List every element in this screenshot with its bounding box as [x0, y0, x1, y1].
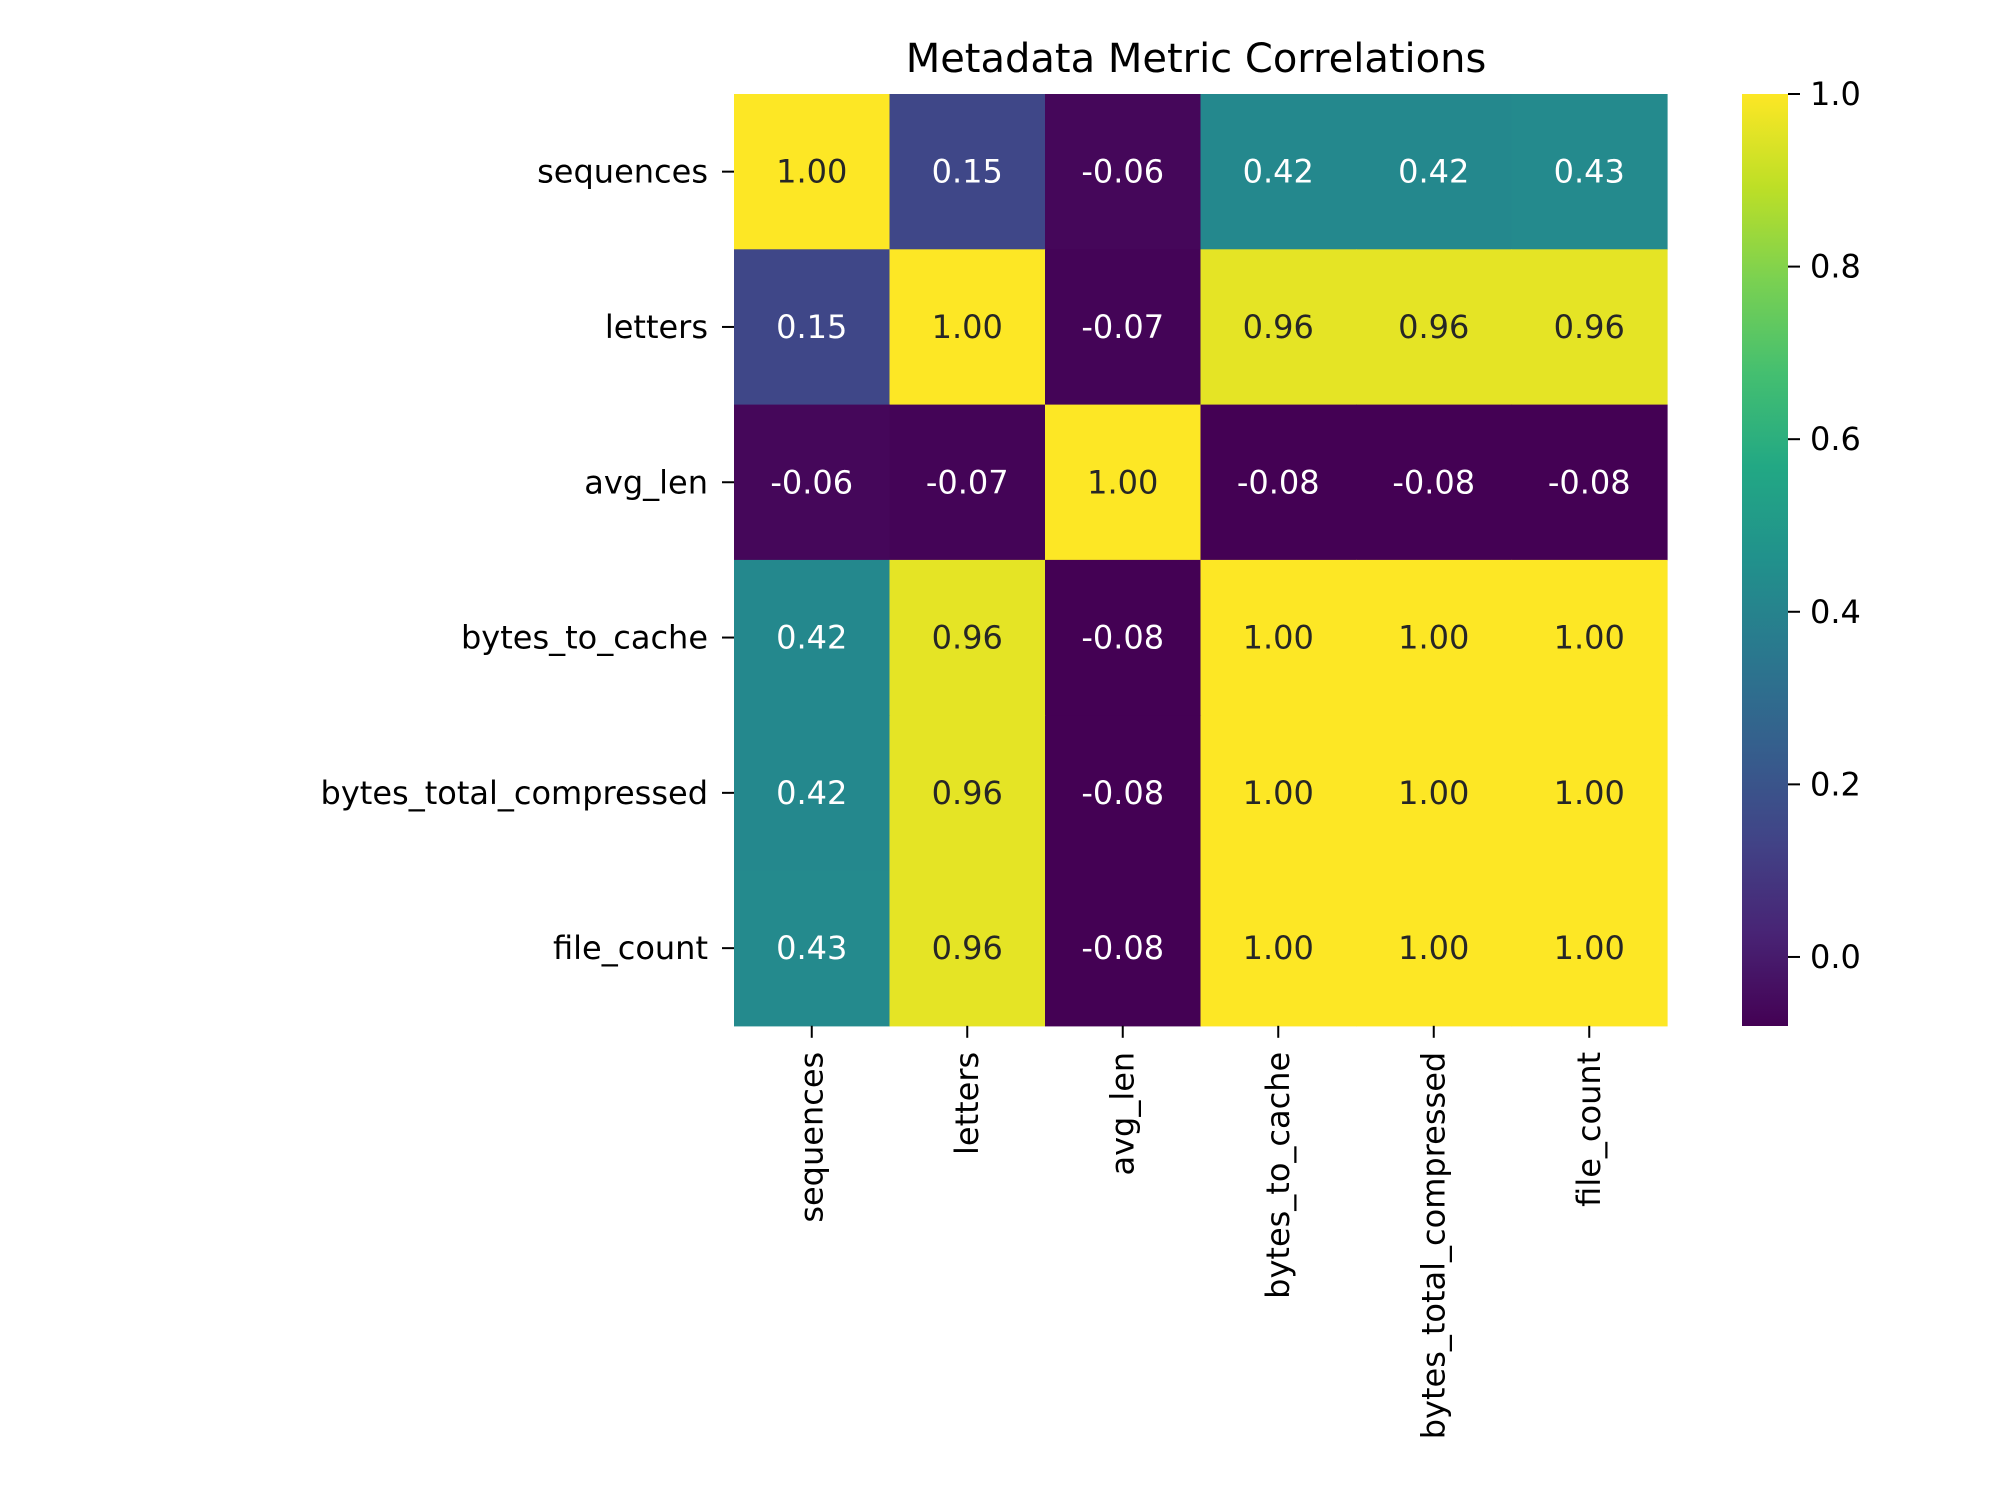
heatmap-cell-bytes_total_compressed-letters — [889, 715, 1046, 872]
heatmap-cell-bytes_to_cache-bytes_total_compressed — [1356, 559, 1513, 716]
cell-value-label: -0.08 — [1081, 619, 1164, 657]
cell-value-label: -0.08 — [1392, 463, 1475, 501]
cell-value-label: -0.07 — [1081, 308, 1164, 346]
colorbar-gradient — [1742, 94, 1788, 1026]
colorbar-tick-label: 1.0 — [1810, 75, 1861, 113]
heatmap-cell-file_count-sequences — [734, 870, 891, 1027]
cell-value-label: 1.00 — [1243, 774, 1314, 812]
colorbar-tick-label: 0.4 — [1810, 593, 1861, 631]
cell-value-label: 0.43 — [1554, 153, 1625, 191]
cell-value-label: 0.96 — [932, 929, 1003, 967]
heatmap-cell-letters-sequences — [734, 249, 891, 406]
heatmap-cell-avg_len-sequences — [734, 404, 891, 561]
row-tick-label: avg_len — [584, 463, 708, 501]
heatmap-cell-avg_len-bytes_total_compressed — [1356, 404, 1513, 561]
cell-value-label: 0.96 — [1554, 308, 1625, 346]
colorbar-tick-label: 0.6 — [1810, 420, 1861, 458]
cell-value-label: 1.00 — [1087, 463, 1158, 501]
colorbar-tick-label: 0.0 — [1810, 938, 1861, 976]
cell-value-label: 1.00 — [1243, 619, 1314, 657]
cell-value-label: 1.00 — [1243, 929, 1314, 967]
heatmap-cell-avg_len-avg_len — [1045, 404, 1202, 561]
colorbar: 0.0 0.2 0.4 0.6 0.8 1.0 — [1742, 75, 1861, 1026]
cell-value-label: -0.08 — [1081, 774, 1164, 812]
cell-value-label: 0.42 — [1398, 153, 1469, 191]
cell-value-label: 0.42 — [1243, 153, 1314, 191]
heatmap-cell-bytes_total_compressed-avg_len — [1045, 715, 1202, 872]
chart-title: Metadata Metric Correlations — [906, 36, 1487, 82]
cell-value-label: -0.06 — [1081, 153, 1164, 191]
column-tick-label: bytes_total_compressed — [1415, 1052, 1453, 1439]
cell-value-label: 1.00 — [1398, 619, 1469, 657]
row-tick-label: sequences — [537, 153, 708, 191]
cell-value-label: 1.00 — [932, 308, 1003, 346]
column-tick-label: file_count — [1570, 1052, 1608, 1207]
heatmap-cell-bytes_total_compressed-file_count — [1511, 715, 1668, 872]
cell-value-label: 0.43 — [776, 929, 847, 967]
heatmap-cell-sequences-bytes_total_compressed — [1356, 94, 1513, 250]
row-tick-label: bytes_total_compressed — [321, 774, 708, 812]
cell-value-label: 0.15 — [932, 153, 1003, 191]
heatmap-cell-file_count-avg_len — [1045, 870, 1202, 1027]
heatmap-cell-bytes_to_cache-avg_len — [1045, 559, 1202, 716]
cell-value-label: 1.00 — [1554, 774, 1625, 812]
cell-value-label: -0.08 — [1081, 929, 1164, 967]
row-tick-labels: sequences letters avg_len bytes_to_cachebyt… — [321, 153, 734, 967]
heatmap-cell-letters-avg_len — [1045, 249, 1202, 406]
heatmap-cell-bytes_to_cache-sequences — [734, 559, 891, 716]
cell-value-label: 1.00 — [1554, 929, 1625, 967]
heatmap-cell-file_count-file_count — [1511, 870, 1668, 1027]
cell-value-label: -0.08 — [1548, 463, 1631, 501]
heatmap-cell-bytes_total_compressed-bytes_to_cache — [1200, 715, 1357, 872]
cell-value-label: -0.07 — [926, 463, 1009, 501]
heatmap-cell-avg_len-file_count — [1511, 404, 1668, 561]
heatmap-cell-sequences-sequences — [734, 94, 891, 250]
cell-value-label: 1.00 — [1398, 774, 1469, 812]
cell-value-label: 1.00 — [1554, 619, 1625, 657]
heatmap-cell-bytes_to_cache-bytes_to_cache — [1200, 559, 1357, 716]
cell-value-label: -0.08 — [1237, 463, 1320, 501]
column-tick-labels: sequences letters avg_len bytes_to_cache byt… — [793, 1025, 1608, 1439]
cell-value-label: 0.96 — [1243, 308, 1314, 346]
row-tick-label: bytes_to_cache — [461, 619, 708, 657]
heatmap-cell-sequences-avg_len — [1045, 94, 1202, 250]
heatmap-cell-file_count-letters — [889, 870, 1046, 1027]
cell-value-label: 1.00 — [1398, 929, 1469, 967]
cell-value-label: -0.06 — [770, 463, 853, 501]
column-tick-label: bytes_to_cache — [1259, 1052, 1297, 1299]
heatmap-cell-sequences-file_count — [1511, 94, 1668, 250]
row-tick-label: letters — [605, 308, 708, 346]
heatmap-cell-avg_len-bytes_to_cache — [1200, 404, 1357, 561]
column-tick-label: avg_len — [1104, 1052, 1142, 1176]
cell-value-label: 0.42 — [776, 619, 847, 657]
heatmap-cell-letters-letters — [889, 249, 1046, 406]
heatmap-cell-file_count-bytes_total_compressed — [1356, 870, 1513, 1027]
heatmap-cell-bytes_total_compressed-bytes_total_compressed — [1356, 715, 1513, 872]
column-tick-label: sequences — [793, 1052, 831, 1223]
heatmap-cell-letters-bytes_total_compressed — [1356, 249, 1513, 406]
cell-value-label: 0.96 — [932, 774, 1003, 812]
cell-value-label: 0.15 — [776, 308, 847, 346]
heatmap-cells: 1.00 0.15 -0.06 0.42 0.42 0.43 0.15 1.00 -0.07 0.… — [734, 94, 1668, 1027]
heatmap-cell-letters-bytes_to_cache — [1200, 249, 1357, 406]
heatmap-cell-bytes_to_cache-letters — [889, 559, 1046, 716]
cell-value-label: 1.00 — [776, 153, 847, 191]
colorbar-tick-label: 0.8 — [1810, 248, 1861, 286]
heatmap-cell-bytes_to_cache-file_count — [1511, 559, 1668, 716]
heatmap-cell-avg_len-letters — [889, 404, 1046, 561]
heatmap-cell-letters-file_count — [1511, 249, 1668, 406]
column-tick-label: letters — [948, 1052, 986, 1155]
heatmap-cell-file_count-bytes_to_cache — [1200, 870, 1357, 1027]
heatmap-cell-sequences-letters — [889, 94, 1046, 250]
row-tick-label: file_count — [553, 929, 708, 967]
heatmap-cell-sequences-bytes_to_cache — [1200, 94, 1357, 250]
cell-value-label: 0.96 — [932, 619, 1003, 657]
colorbar-tick-label: 0.2 — [1810, 765, 1861, 803]
cell-value-label: 0.42 — [776, 774, 847, 812]
heatmap-cell-bytes_total_compressed-sequences — [734, 715, 891, 872]
cell-value-label: 0.96 — [1398, 308, 1469, 346]
